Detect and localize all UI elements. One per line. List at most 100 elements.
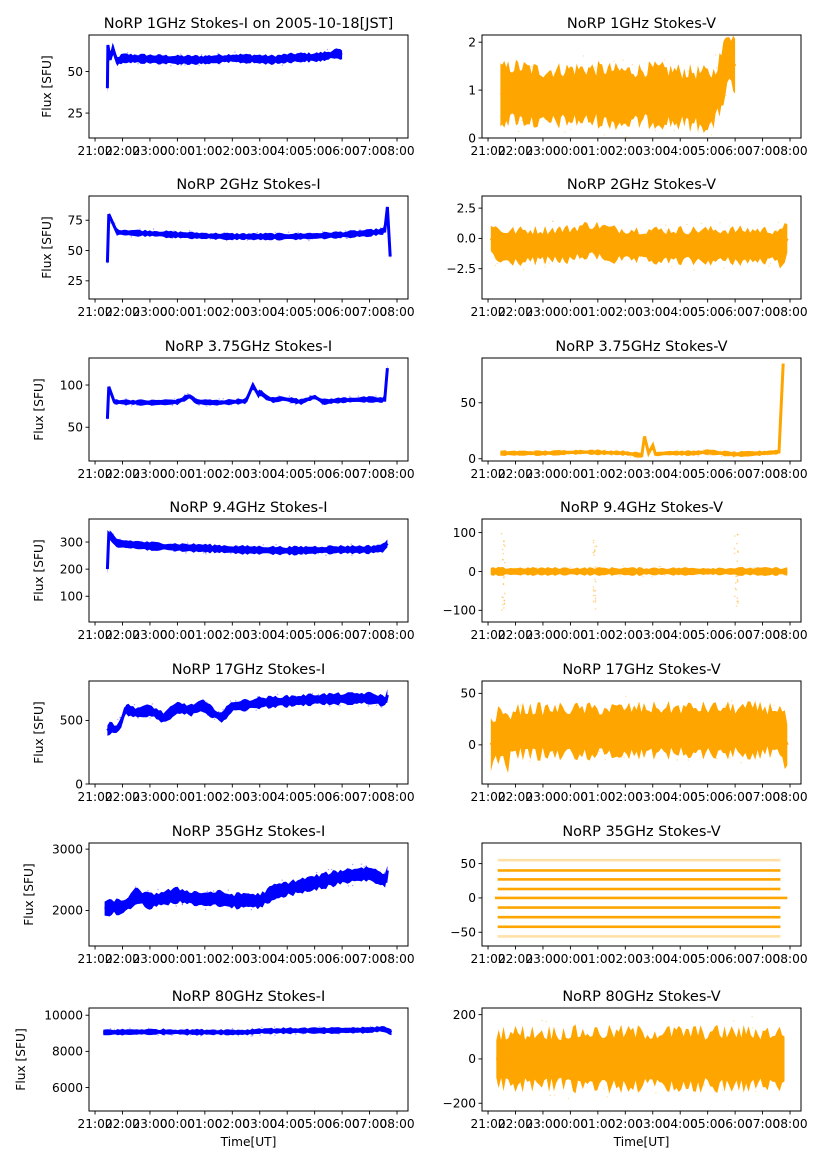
y-tick-label: 500 — [60, 714, 83, 728]
data-point — [737, 567, 740, 569]
data-point — [322, 693, 324, 696]
data-point — [755, 1090, 757, 1092]
x-tick-label: 23:00 — [132, 628, 167, 642]
data-point — [119, 716, 121, 719]
data-point — [137, 547, 139, 549]
data-point — [234, 1029, 236, 1032]
data-point — [733, 547, 736, 550]
data-point — [308, 399, 310, 402]
data-point — [322, 231, 324, 233]
data-point — [735, 588, 737, 591]
data-point — [383, 1028, 385, 1031]
axes-frame — [88, 195, 409, 300]
data-point — [724, 64, 727, 66]
x-tick-label: 07:00 — [352, 467, 387, 481]
y-tick-label: 100 — [60, 378, 83, 392]
x-axis-label: Time[UT] — [220, 1135, 277, 1149]
x-tick-label: 01:00 — [580, 1117, 615, 1131]
data-point — [734, 450, 736, 453]
data-point — [113, 1028, 116, 1031]
data-point — [509, 1072, 511, 1074]
x-tick-label: 22:00 — [105, 305, 140, 319]
data-point — [251, 1027, 253, 1030]
x-tick-label: 23:00 — [525, 467, 560, 481]
data-point — [146, 549, 149, 552]
data-point — [737, 550, 739, 552]
data-point — [113, 57, 116, 60]
data-point — [125, 706, 127, 709]
data-point — [574, 453, 577, 455]
data-point — [782, 369, 784, 372]
data-point — [738, 568, 740, 570]
x-tick-label: 01:00 — [187, 305, 222, 319]
data-point — [663, 59, 665, 61]
data-point — [725, 723, 727, 726]
data-point — [503, 576, 505, 578]
y-axis-label: Flux [SFU] — [32, 378, 46, 440]
data-point — [255, 236, 257, 238]
data-point — [626, 1074, 628, 1076]
x-tick-label: 03:00 — [242, 144, 277, 158]
data-point — [706, 454, 709, 456]
data-point — [550, 97, 552, 99]
data-series — [105, 530, 389, 574]
data-point — [595, 1072, 597, 1074]
data-point — [137, 717, 139, 719]
y-tick-label: 300 — [60, 535, 83, 549]
data-point — [309, 232, 311, 234]
data-point — [626, 250, 629, 252]
data-point — [321, 403, 323, 406]
data-point — [377, 695, 379, 697]
data-point — [221, 56, 223, 58]
data-point — [384, 1030, 387, 1032]
data-point — [551, 101, 554, 104]
data-point — [737, 574, 739, 577]
data-point — [779, 737, 781, 739]
series-envelope — [107, 365, 388, 422]
y-tick-label: −50 — [450, 926, 476, 940]
y-tick-label: 3000 — [52, 842, 83, 856]
data-point — [692, 451, 695, 453]
data-point — [548, 105, 550, 107]
x-tick-label: 04:00 — [663, 1117, 698, 1131]
data-point — [191, 397, 194, 400]
data-point — [623, 231, 626, 234]
data-point — [640, 115, 642, 117]
data-point — [504, 545, 506, 547]
data-point — [380, 706, 383, 708]
subplot-10: NoRP 35GHz Stokes-I 2000 3000 21:0022:0023:… — [22, 824, 415, 966]
data-point — [693, 269, 695, 271]
data-point — [593, 551, 596, 553]
data-point — [619, 575, 621, 577]
data-point — [346, 237, 348, 239]
data-point — [201, 54, 203, 56]
data-point — [737, 551, 739, 553]
data-point — [503, 603, 506, 605]
data-point — [729, 451, 731, 453]
y-tick-label: 50 — [460, 857, 476, 871]
data-point — [503, 600, 506, 602]
data-point — [785, 225, 787, 228]
data-point — [383, 872, 386, 874]
data-point — [180, 64, 182, 67]
data-point — [500, 532, 503, 535]
data-point — [260, 61, 263, 63]
data-point — [317, 879, 319, 881]
x-tick-label: 23:00 — [525, 790, 560, 804]
data-point — [184, 393, 186, 396]
data-point — [208, 57, 210, 60]
data-point — [223, 231, 225, 234]
data-point — [250, 1035, 252, 1037]
data-point — [375, 395, 377, 397]
data-point — [311, 692, 314, 695]
data-point — [267, 60, 269, 63]
data-point — [582, 55, 585, 57]
data-point — [217, 1030, 219, 1032]
data-point — [173, 230, 175, 232]
data-point — [289, 402, 291, 405]
data-point — [616, 449, 618, 451]
data-point — [687, 70, 689, 72]
axes-frame — [481, 680, 802, 785]
x-tick-label: 06:00 — [718, 305, 753, 319]
data-point — [571, 242, 573, 245]
